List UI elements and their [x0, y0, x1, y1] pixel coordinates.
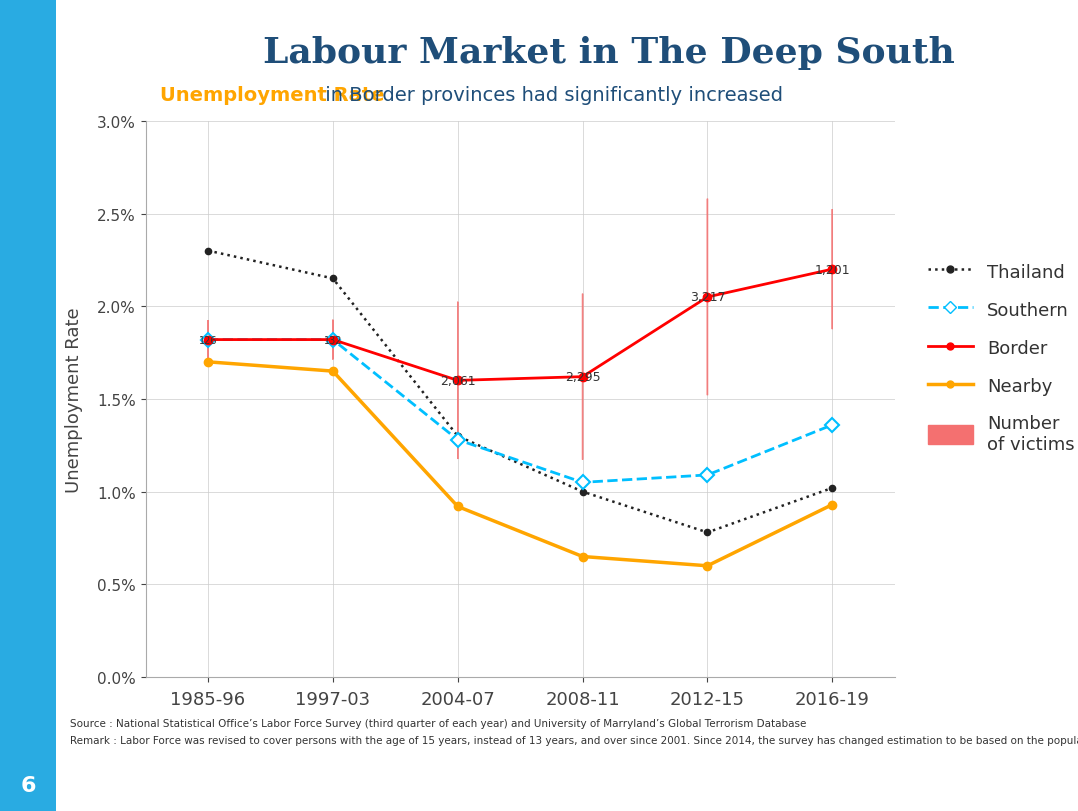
Text: 2,295: 2,295: [565, 371, 600, 384]
Text: Remark : Labor Force was revised to cover persons with the age of 15 years, inst: Remark : Labor Force was revised to cove…: [70, 735, 1078, 744]
Text: in Border provinces had significantly increased: in Border provinces had significantly in…: [319, 86, 783, 105]
Y-axis label: Unemployment Rate: Unemployment Rate: [65, 307, 83, 492]
Text: 132: 132: [323, 335, 342, 345]
Text: 3,217: 3,217: [690, 291, 725, 304]
Legend: Thailand, Southern, Border, Nearby, Number
of victims: Thailand, Southern, Border, Nearby, Numb…: [918, 253, 1078, 463]
Text: 126: 126: [198, 335, 217, 345]
Text: Labour Market in The Deep South: Labour Market in The Deep South: [263, 36, 955, 70]
Text: 6: 6: [20, 775, 36, 795]
Text: Source : National Statistical Office’s Labor Force Survey (third quarter of each: Source : National Statistical Office’s L…: [70, 719, 806, 728]
Text: 1,201: 1,201: [815, 264, 851, 277]
Text: Unemployment Rate: Unemployment Rate: [160, 86, 384, 105]
Text: 2,061: 2,061: [440, 375, 475, 388]
